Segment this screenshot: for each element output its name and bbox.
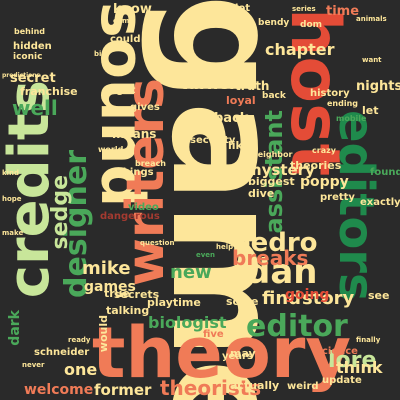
word: turner bbox=[180, 74, 238, 93]
word: solve bbox=[226, 295, 259, 308]
word: pretty bbox=[320, 192, 355, 203]
word: may bbox=[230, 347, 256, 360]
word: theory bbox=[92, 312, 352, 394]
word: behind bbox=[14, 27, 46, 36]
word: real bbox=[110, 44, 126, 52]
word: gives bbox=[130, 102, 160, 113]
word: well bbox=[12, 96, 58, 120]
word: games bbox=[84, 279, 136, 295]
word: question bbox=[140, 239, 175, 247]
word: video bbox=[128, 202, 159, 213]
word: ending bbox=[327, 99, 359, 108]
word: mystery bbox=[246, 161, 315, 179]
word: even bbox=[196, 251, 216, 259]
word: bendy bbox=[258, 18, 290, 28]
word: secrets bbox=[114, 288, 160, 301]
word: welcome bbox=[24, 382, 94, 398]
word: biologist bbox=[148, 313, 227, 332]
word: dangerous bbox=[100, 211, 160, 222]
word: find bbox=[262, 288, 302, 309]
word: update bbox=[322, 375, 362, 386]
word: never bbox=[22, 361, 45, 369]
word: one bbox=[64, 360, 98, 379]
word: hidden bbox=[13, 41, 52, 52]
word: former bbox=[94, 381, 152, 399]
word: could bbox=[110, 34, 141, 45]
word: story bbox=[302, 288, 355, 309]
word: biggest bbox=[248, 175, 295, 188]
word: actually bbox=[230, 379, 280, 392]
word: world bbox=[98, 145, 124, 154]
word: poppy bbox=[300, 174, 349, 190]
word: loyal bbox=[226, 94, 256, 107]
word: see bbox=[368, 289, 390, 302]
word: know bbox=[113, 2, 152, 17]
word: animals bbox=[356, 15, 387, 23]
word: hope bbox=[2, 195, 22, 203]
word: series bbox=[292, 5, 316, 13]
word: think bbox=[336, 358, 383, 377]
word: security bbox=[190, 135, 236, 146]
word: finally bbox=[356, 336, 381, 344]
word: things bbox=[118, 167, 154, 178]
word: neighbor bbox=[252, 150, 293, 159]
word: means bbox=[112, 127, 157, 141]
word: ready bbox=[68, 336, 91, 344]
word: want bbox=[362, 56, 382, 64]
word: dan bbox=[246, 252, 318, 292]
word: dom bbox=[300, 20, 323, 30]
word: truth bbox=[235, 79, 270, 93]
word: found bbox=[370, 167, 400, 178]
word: mobile bbox=[336, 114, 367, 123]
word: pedro bbox=[232, 228, 318, 258]
word: predictions bbox=[2, 72, 41, 79]
word: back bbox=[214, 111, 249, 126]
word: theorists bbox=[160, 376, 262, 400]
word: dive bbox=[248, 187, 275, 200]
word: franchise bbox=[20, 85, 78, 98]
word: breach bbox=[135, 159, 166, 168]
word: years bbox=[222, 351, 253, 362]
word: kind bbox=[2, 169, 20, 177]
word: editor bbox=[246, 309, 348, 344]
word: time bbox=[326, 4, 360, 19]
word: mike bbox=[82, 258, 131, 279]
word: talking bbox=[106, 304, 150, 317]
word: make bbox=[2, 229, 24, 237]
word: true bbox=[104, 287, 130, 300]
word: going bbox=[285, 287, 330, 303]
word: right bbox=[108, 85, 136, 96]
word: science bbox=[316, 346, 358, 357]
word: let bbox=[362, 104, 379, 117]
word: weird bbox=[287, 381, 319, 392]
word: lot bbox=[235, 3, 251, 14]
word: crazy bbox=[312, 146, 336, 155]
word: big bbox=[94, 50, 107, 58]
word: schneider bbox=[34, 347, 90, 358]
word: lore bbox=[328, 348, 377, 373]
word: new bbox=[170, 262, 212, 283]
word: come bbox=[113, 17, 134, 25]
word: secret bbox=[10, 71, 56, 86]
word: five bbox=[203, 329, 224, 340]
word: would bbox=[97, 315, 110, 353]
word: iconic bbox=[13, 52, 43, 62]
word: like bbox=[228, 139, 251, 152]
word: back bbox=[262, 91, 286, 101]
word: help bbox=[216, 243, 234, 251]
word: chapter bbox=[265, 40, 335, 59]
word: theories bbox=[290, 159, 342, 172]
word: playtime bbox=[147, 296, 201, 309]
word: history bbox=[310, 88, 350, 99]
word: nights bbox=[356, 79, 400, 94]
word: really bbox=[227, 60, 236, 86]
word: dark bbox=[7, 310, 23, 346]
word: exactly bbox=[360, 197, 400, 208]
word: breaks bbox=[232, 246, 309, 270]
word: sedge bbox=[48, 175, 73, 250]
